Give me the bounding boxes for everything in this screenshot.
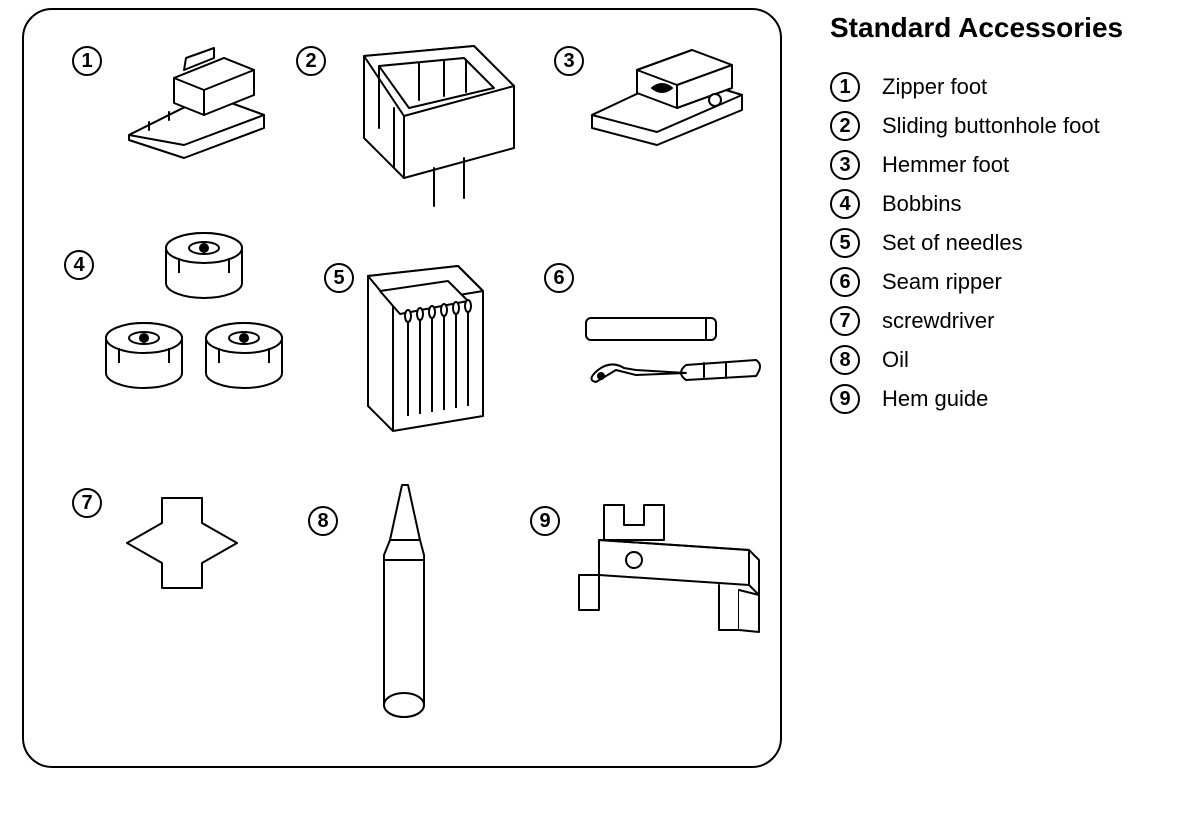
badge-7-num: 7 (81, 492, 92, 515)
badge-3: 3 (554, 46, 584, 76)
badge-9: 9 (530, 506, 560, 536)
legend-label-5: Set of needles (882, 230, 1023, 256)
badge-5: 5 (324, 263, 354, 293)
legend-badge-9: 9 (830, 384, 860, 414)
seam-ripper-icon (576, 310, 766, 400)
hem-guide-icon (564, 490, 764, 660)
page: 1 2 3 (0, 0, 1198, 830)
legend-row-2: 2 Sliding buttonhole foot (830, 111, 1190, 141)
badge-4: 4 (64, 250, 94, 280)
diagram-panel: 1 2 3 (22, 8, 782, 768)
badge-4-num: 4 (73, 254, 84, 277)
legend-badge-3: 3 (830, 150, 860, 180)
badge-9-num: 9 (539, 510, 550, 533)
legend-badge-4: 4 (830, 189, 860, 219)
legend-label-7: screwdriver (882, 308, 994, 334)
legend-row-6: 6 Seam ripper (830, 267, 1190, 297)
legend-badge-6: 6 (830, 267, 860, 297)
legend-row-3: 3 Hemmer foot (830, 150, 1190, 180)
legend-label-2: Sliding buttonhole foot (882, 113, 1100, 139)
needles-icon (358, 256, 488, 436)
legend-label-8: Oil (882, 347, 909, 373)
badge-8-num: 8 (317, 510, 328, 533)
legend-badge-1: 1 (830, 72, 860, 102)
legend-badge-7: 7 (830, 306, 860, 336)
badge-5-num: 5 (333, 267, 344, 290)
badge-1-num: 1 (81, 50, 92, 73)
legend-row-9: 9 Hem guide (830, 384, 1190, 414)
badge-2: 2 (296, 46, 326, 76)
badge-6: 6 (544, 263, 574, 293)
legend-label-6: Seam ripper (882, 269, 1002, 295)
badge-7: 7 (72, 488, 102, 518)
zipper-foot-icon (114, 40, 274, 160)
legend-label-1: Zipper foot (882, 74, 987, 100)
legend-label-9: Hem guide (882, 386, 988, 412)
badge-2-num: 2 (305, 50, 316, 73)
bobbins-icon (94, 228, 294, 408)
legend-badge-5: 5 (830, 228, 860, 258)
legend-row-4: 4 Bobbins (830, 189, 1190, 219)
legend: Standard Accessories 1 Zipper foot 2 Sli… (830, 12, 1190, 423)
badge-3-num: 3 (563, 50, 574, 73)
legend-label-3: Hemmer foot (882, 152, 1009, 178)
legend-label-4: Bobbins (882, 191, 962, 217)
legend-row-5: 5 Set of needles (830, 228, 1190, 258)
screwdriver-icon (122, 488, 242, 598)
legend-row-7: 7 screwdriver (830, 306, 1190, 336)
legend-title: Standard Accessories (830, 12, 1190, 44)
legend-row-1: 1 Zipper foot (830, 72, 1190, 102)
legend-badge-8: 8 (830, 345, 860, 375)
hemmer-foot-icon (582, 40, 752, 150)
badge-8: 8 (308, 506, 338, 536)
legend-badge-2: 2 (830, 111, 860, 141)
legend-row-8: 8 Oil (830, 345, 1190, 375)
badge-1: 1 (72, 46, 102, 76)
badge-6-num: 6 (553, 267, 564, 290)
buttonhole-foot-icon (324, 38, 524, 208)
oil-icon (364, 480, 444, 730)
